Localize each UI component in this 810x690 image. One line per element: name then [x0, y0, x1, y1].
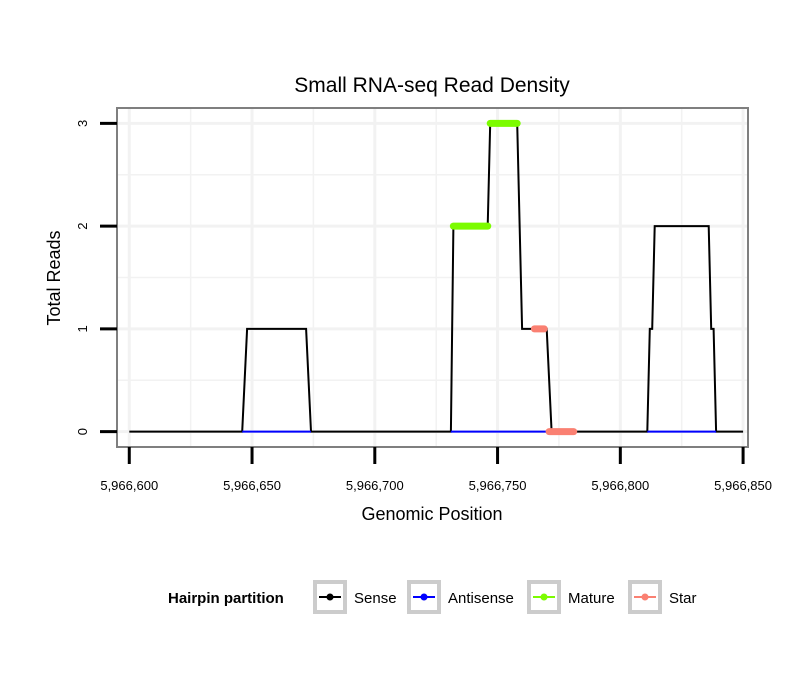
x-axis-title: Genomic Position [361, 504, 502, 524]
y-tick-label: 2 [75, 223, 90, 230]
chart-title: Small RNA-seq Read Density [294, 74, 570, 97]
y-axis-title: Total Reads [44, 230, 64, 325]
x-tick-label: 5,966,650 [223, 478, 281, 493]
y-tick-label: 1 [75, 325, 90, 332]
legend-item-antisense: Antisense [407, 580, 514, 614]
series-layer [129, 119, 744, 436]
x-axis: 5,966,600 5,966,650 5,966,700 5,966,750 5,96… [100, 447, 772, 493]
legend-item-sense: Sense [313, 580, 397, 614]
legend-key-marker [420, 593, 428, 601]
y-tick-label: 3 [75, 120, 90, 127]
legend-items: Sense Antisense Mature Star [313, 580, 697, 614]
legend-label: Mature [568, 590, 615, 607]
x-tick-label: 5,966,600 [100, 478, 158, 493]
x-tick-label: 5,966,800 [591, 478, 649, 493]
legend-label: Star [669, 590, 697, 607]
y-axis: 0 1 2 3 [75, 120, 117, 435]
legend: Hairpin partition Sense Antisense Mature St… [168, 580, 697, 614]
legend-item-mature: Mature [527, 580, 615, 614]
y-tick-label: 0 [75, 428, 90, 435]
legend-key-marker [326, 593, 334, 601]
legend-label: Sense [354, 590, 397, 607]
legend-item-star: Star [628, 580, 697, 614]
legend-key-marker [540, 593, 548, 601]
legend-key-marker [641, 593, 649, 601]
grid-lines [118, 109, 747, 446]
x-tick-label: 5,966,850 [714, 478, 772, 493]
x-tick-label: 5,966,750 [469, 478, 527, 493]
legend-label: Antisense [448, 590, 514, 607]
legend-title: Hairpin partition [168, 590, 284, 607]
x-tick-label: 5,966,700 [346, 478, 404, 493]
